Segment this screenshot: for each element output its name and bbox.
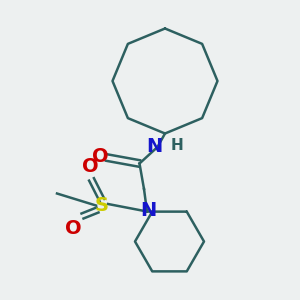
Text: O: O bbox=[92, 147, 108, 167]
Text: O: O bbox=[82, 157, 98, 176]
Text: S: S bbox=[95, 196, 109, 215]
Text: N: N bbox=[146, 137, 163, 157]
Text: H: H bbox=[171, 138, 183, 153]
Text: O: O bbox=[65, 218, 82, 238]
Text: N: N bbox=[140, 200, 157, 220]
